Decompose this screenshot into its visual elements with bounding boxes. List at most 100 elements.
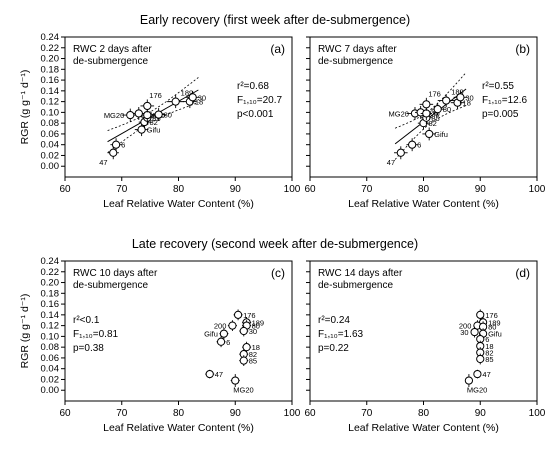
y-tick-label: 0.06 <box>41 129 60 140</box>
panel-letter: (d) <box>515 266 530 280</box>
y-tick-label: 0.16 <box>41 299 60 310</box>
confidence-band-lower <box>394 105 467 160</box>
stats-text: F₁,₁₀=20.7 <box>237 95 283 106</box>
point-label: 30 <box>198 93 206 102</box>
point-marker <box>134 109 143 118</box>
data-point: 189 <box>167 89 194 109</box>
y-tick-label: 0.02 <box>41 374 60 385</box>
x-axis-label: Leaf Relative Water Content (%) <box>103 198 254 210</box>
data-point: 6 <box>216 336 230 348</box>
panel-d: 60 70 80 90 100 Leaf Relative Water Content (… <box>304 260 546 434</box>
point-label: 200 <box>214 322 227 331</box>
condition-label: RWC 14 days after <box>318 268 403 279</box>
data-point: MG20 <box>104 108 139 122</box>
y-tick-label: 0.14 <box>41 86 60 97</box>
point-label: 6 <box>417 141 421 150</box>
point-label: Gifu <box>488 330 502 339</box>
data-point: MG20 <box>464 374 487 395</box>
point-marker <box>442 96 451 105</box>
y-tick-label: 0.20 <box>41 54 60 65</box>
condition-label: de-submergence <box>73 280 148 291</box>
point-label: 80 <box>164 111 172 120</box>
point-marker <box>231 376 240 385</box>
y-tick-label: 0.20 <box>41 278 60 289</box>
point-marker <box>422 109 431 118</box>
condition-label: de-submergence <box>318 56 393 67</box>
x-tick-label: 60 <box>304 184 316 195</box>
data-point: Gifu <box>134 123 160 137</box>
point-label: 30 <box>465 93 473 102</box>
early-recovery-title: Early recovery (first week after de-subm… <box>139 13 411 27</box>
data-point: 30 <box>239 325 257 337</box>
point-label: 82 <box>429 119 437 128</box>
x-tick-label: 80 <box>173 184 185 195</box>
data-point: 47 <box>99 146 119 167</box>
stats-text: r²=0.68 <box>237 81 269 92</box>
data-point: 47 <box>387 146 408 167</box>
y-tick-label: 0.14 <box>41 310 60 321</box>
point-label: 18 <box>252 343 260 352</box>
data-point: 30 <box>460 326 479 338</box>
point-label: 82 <box>485 349 493 358</box>
point-marker <box>476 354 485 364</box>
point-label: 30 <box>249 327 257 336</box>
panel-letter: (c) <box>271 266 285 280</box>
point-label: 6 <box>121 141 125 150</box>
point-marker <box>216 337 226 346</box>
point-marker <box>239 356 248 365</box>
stats-text: r²=0.55 <box>482 81 514 92</box>
point-label: 47 <box>215 370 223 379</box>
data-point: 47 <box>473 369 491 379</box>
stats-text: p=0.38 <box>73 343 104 354</box>
y-tick-label: 0.24 <box>41 32 60 43</box>
x-tick-label: 100 <box>284 184 301 195</box>
point-label: 176 <box>428 89 441 98</box>
data-point: 176 <box>419 89 441 111</box>
data-point: 82 <box>476 347 494 358</box>
x-axis-label: Leaf Relative Water Content (%) <box>103 422 254 434</box>
point-marker <box>109 148 118 157</box>
point-label: Gifu <box>434 130 448 139</box>
point-label: 6 <box>226 338 230 347</box>
data-point: 47 <box>205 369 223 379</box>
point-label: 47 <box>99 158 107 167</box>
data-point: MG20 <box>230 374 254 395</box>
point-marker <box>464 376 473 385</box>
condition-label: RWC 10 days after <box>73 268 158 279</box>
y-axis-label: RGR (g g⁻¹ d⁻¹) <box>19 294 31 369</box>
panel-a: 0.000.020.040.060.080.100.120.140.160.18… <box>19 32 301 210</box>
x-axis-label: Leaf Relative Water Content (%) <box>348 198 499 210</box>
y-tick-label: 0.08 <box>41 118 60 129</box>
data-point: 200 <box>214 320 237 331</box>
stats-text: F₁,₁₀=12.6 <box>482 95 528 106</box>
panel-letter: (b) <box>515 42 530 56</box>
point-marker <box>219 329 228 338</box>
point-marker <box>456 93 465 102</box>
point-label: MG20 <box>467 386 487 395</box>
x-tick-label: 80 <box>418 184 430 195</box>
y-tick-label: 0.10 <box>41 331 60 342</box>
y-axis-label: RGR (g g⁻¹ d⁻¹) <box>19 70 31 145</box>
x-tick-label: 60 <box>59 408 71 419</box>
data-point: 85 <box>476 353 494 365</box>
data-point: 189 <box>437 88 464 107</box>
x-tick-label: 80 <box>173 408 185 419</box>
data-point: 85 <box>239 355 257 366</box>
point-label: 85 <box>485 355 493 364</box>
data-point: 80 <box>151 108 172 121</box>
x-tick-label: 70 <box>116 408 128 419</box>
x-tick-label: 70 <box>361 408 373 419</box>
y-tick-label: 0.00 <box>41 385 60 396</box>
point-label: 30 <box>460 328 468 337</box>
condition-label: de-submergence <box>73 56 148 67</box>
confidence-band-lower <box>107 102 199 154</box>
point-marker <box>476 310 485 319</box>
point-marker <box>154 110 163 119</box>
regression-line <box>107 89 199 143</box>
point-marker <box>470 327 479 337</box>
point-label: 200 <box>459 322 472 331</box>
point-marker <box>239 326 248 336</box>
late-recovery-title: Late recovery (second week after de-subm… <box>131 237 419 251</box>
point-label: 189 <box>181 89 194 98</box>
point-label: 189 <box>252 318 265 327</box>
